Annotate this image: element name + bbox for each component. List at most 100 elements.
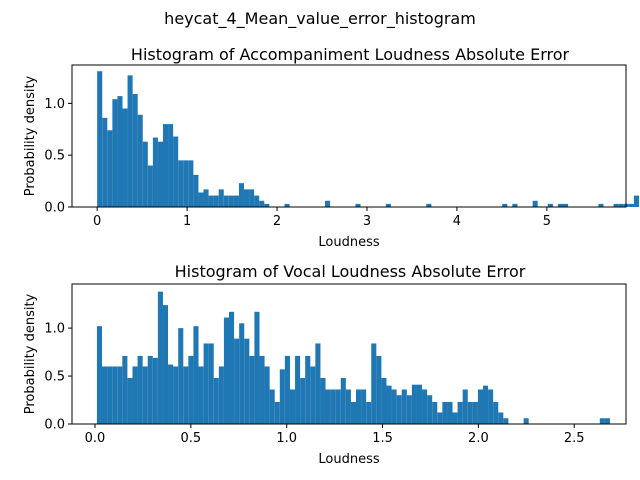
accompaniment-y-tick-label: 1.0 (44, 97, 65, 112)
vocal-x-axis-label: Loudness (318, 452, 379, 467)
accompaniment-x-axis-label: Loudness (318, 235, 379, 250)
vocal-histogram-bar (198, 366, 204, 424)
vocal-histogram-bar (112, 366, 118, 424)
accompaniment-histogram-bar (325, 200, 331, 207)
accompaniment-histogram-bar (502, 203, 508, 207)
vocal-x-ticks: 0.0 0.5 1.0 1.5 2.0 2.5 (85, 424, 585, 446)
vocal-histogram-bar (320, 377, 326, 424)
vocal-histogram-bar (452, 412, 458, 424)
vocal-histogram-bar (371, 343, 377, 424)
vocal-histogram-bar (356, 389, 362, 424)
vocal-histogram-bar (102, 366, 108, 424)
accompaniment-histogram-bar (127, 75, 133, 207)
accompaniment-histogram-bar (173, 136, 179, 207)
vocal-histogram-bar (381, 377, 387, 424)
vocal-histogram-bar (300, 377, 306, 424)
accompaniment-histogram-bar (633, 195, 639, 207)
vocal-histogram-bar (188, 355, 194, 424)
vocal-histogram-bar (295, 355, 301, 424)
accompaniment-histogram-bar (284, 203, 290, 207)
vocal-histogram-bar (315, 343, 321, 424)
vocal-x-tick-label: 2.0 (468, 431, 489, 446)
accompaniment-x-tick-label: 4 (453, 214, 461, 229)
vocal-y-tick-label: 1.0 (44, 322, 65, 337)
accompaniment-histogram-title: Histogram of Accompaniment Loudness Abso… (131, 45, 570, 64)
vocal-histogram-bar (396, 395, 402, 424)
accompaniment-histogram-bar (112, 99, 118, 207)
vocal-x-tick-label: 0.5 (181, 431, 202, 446)
vocal-histogram-bar (152, 357, 158, 424)
vocal-histogram-bar (162, 305, 169, 424)
accompaniment-histogram-bar (426, 203, 432, 207)
accompaniment-histogram-bar (254, 195, 260, 207)
vocal-histogram-bar (432, 401, 438, 424)
vocal-histogram-bar (147, 355, 153, 424)
vocal-histogram-bar (366, 401, 372, 424)
accompaniment-x-ticks: 0 1 2 3 4 5 (93, 207, 551, 229)
accompaniment-histogram-bar (259, 200, 265, 207)
vocal-histogram-bar (157, 291, 163, 424)
vocal-histogram-bar (107, 366, 113, 424)
vocal-histogram-bar (604, 418, 610, 424)
vocal-histogram-bar (437, 412, 443, 424)
accompaniment-histogram-bar (142, 141, 148, 207)
accompaniment-histogram-bar (203, 189, 209, 207)
vocal-histogram-bar (472, 401, 478, 424)
vocal-histogram-bar (223, 317, 229, 424)
vocal-histogram-bar (122, 355, 128, 424)
vocal-histogram-bar (203, 343, 209, 424)
vocal-histogram-bar (234, 338, 240, 424)
vocal-histogram-bar (193, 326, 199, 424)
accompaniment-y-tick-label: 0.0 (44, 201, 65, 216)
accompaniment-x-tick-label: 3 (363, 214, 371, 229)
vocal-histogram-panel: Histogram of Vocal Loudness Absolute Err… (23, 262, 627, 467)
vocal-histogram-bar (259, 355, 265, 424)
accompaniment-histogram-bar (137, 114, 143, 207)
accompaniment-histogram-bar (193, 174, 199, 207)
vocal-histogram-bar (386, 385, 392, 424)
vocal-histogram-bar (442, 401, 448, 424)
accompaniment-bars (97, 71, 639, 207)
accompaniment-histogram-bar (228, 195, 234, 207)
accompaniment-histogram-bar (223, 195, 229, 207)
accompaniment-histogram-bar (512, 203, 518, 207)
accompaniment-histogram-bar (157, 141, 163, 207)
vocal-histogram-bar (269, 389, 275, 424)
accompaniment-histogram-bar (147, 165, 153, 207)
vocal-y-tick-label: 0.5 (44, 370, 65, 385)
vocal-y-axis-label: Probability density (23, 293, 38, 414)
accompaniment-histogram-bar (152, 137, 158, 207)
vocal-histogram-bar (503, 418, 509, 424)
vocal-histogram-bar (406, 395, 412, 424)
vocal-histogram-bar (340, 377, 346, 424)
vocal-histogram-bar (249, 355, 255, 424)
vocal-histogram-bar (142, 366, 148, 424)
vocal-histogram-bar (239, 323, 245, 424)
vocal-x-tick-label: 1.5 (372, 431, 393, 446)
vocal-histogram-bar (462, 389, 468, 424)
vocal-histogram-bar (178, 328, 184, 424)
accompaniment-histogram-bar (244, 189, 250, 207)
accompaniment-histogram-bar (218, 189, 224, 207)
vocal-y-ticks: 0.0 0.5 1.0 (44, 322, 72, 433)
accompaniment-histogram-bar (102, 117, 108, 207)
vocal-histogram-bar (483, 385, 489, 424)
vocal-histogram-bar (422, 389, 428, 424)
vocal-histogram-bar (599, 418, 605, 424)
accompaniment-x-tick-label: 0 (93, 214, 101, 229)
accompaniment-histogram-bar (208, 195, 214, 207)
vocal-histogram-bar (213, 377, 219, 424)
accompaniment-histogram-bar (122, 108, 128, 207)
vocal-histogram-bar (117, 366, 123, 424)
figure-suptitle: heycat_4_Mean_value_error_histogram (164, 9, 476, 29)
vocal-histogram-bar (401, 389, 407, 424)
vocal-histogram-bar (289, 389, 296, 424)
accompaniment-histogram-bar (547, 203, 553, 207)
accompaniment-histogram-bar (188, 160, 194, 207)
vocal-histogram-bar (467, 401, 473, 424)
vocal-histogram-bar (229, 311, 235, 424)
vocal-histogram-title: Histogram of Vocal Loudness Absolute Err… (175, 262, 526, 281)
vocal-histogram-bar (279, 369, 285, 424)
vocal-histogram-bar (350, 401, 356, 424)
vocal-histogram-bar (305, 355, 311, 424)
